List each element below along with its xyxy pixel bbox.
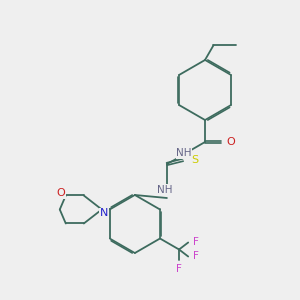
- Text: O: O: [56, 188, 65, 199]
- Text: F: F: [176, 265, 182, 275]
- Text: NH: NH: [176, 148, 192, 158]
- Text: O: O: [226, 137, 236, 147]
- Text: NH: NH: [157, 185, 172, 195]
- Text: N: N: [100, 208, 108, 218]
- Text: F: F: [193, 251, 199, 262]
- Text: S: S: [191, 155, 199, 165]
- Text: F: F: [193, 238, 199, 248]
